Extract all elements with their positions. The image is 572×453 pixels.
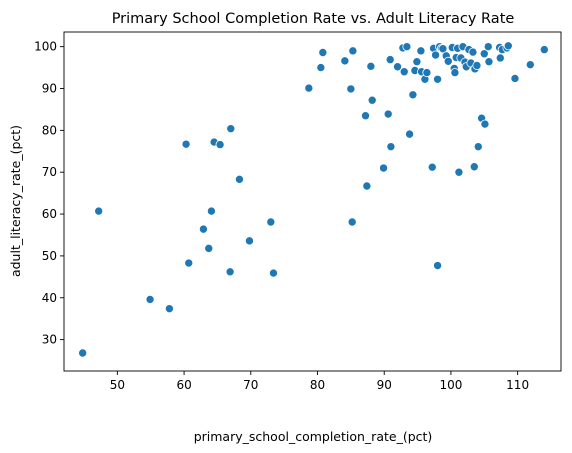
data-point [386, 142, 396, 152]
y-tick-label: 50 [42, 249, 57, 263]
data-point [198, 224, 208, 234]
data-point [383, 109, 393, 119]
x-axis-label: primary_school_completion_rate_(pct) [194, 429, 433, 444]
y-tick-label: 60 [42, 207, 57, 221]
data-point [94, 206, 104, 216]
data-point [473, 142, 483, 152]
data-point [399, 67, 409, 77]
x-tick-label: 90 [377, 378, 392, 392]
data-point [78, 348, 88, 358]
data-point [164, 304, 174, 314]
data-point [443, 56, 453, 66]
data-point [539, 45, 549, 55]
x-tick-label: 50 [110, 378, 125, 392]
data-point [416, 46, 426, 56]
data-point [266, 217, 276, 227]
data-point [348, 46, 358, 56]
data-point [472, 60, 482, 70]
data-point [483, 42, 493, 52]
data-point [367, 95, 377, 105]
plot-area [78, 41, 549, 358]
data-point [145, 294, 155, 304]
x-tick-label: 110 [506, 378, 529, 392]
x-tick-label: 80 [310, 378, 325, 392]
data-point [450, 68, 460, 78]
data-point [468, 47, 478, 57]
data-point [408, 90, 418, 100]
y-axis-label: adult_literacy_rate_(pct) [8, 125, 23, 277]
data-point [385, 55, 395, 65]
data-point [181, 139, 191, 149]
data-point [427, 162, 437, 172]
data-point [495, 53, 505, 63]
y-tick-label: 80 [42, 123, 57, 137]
y-tick-label: 70 [42, 165, 57, 179]
data-point [361, 111, 371, 121]
data-point [379, 163, 389, 173]
data-point [412, 57, 422, 67]
x-axis: 50 60 70 80 90 100 110 [110, 371, 529, 392]
data-point [433, 74, 443, 84]
data-point [316, 63, 326, 73]
data-point [469, 162, 479, 172]
data-point [366, 61, 376, 71]
y-axis: 30 40 50 60 70 80 90 100 [34, 40, 64, 347]
data-point [226, 124, 236, 134]
data-point [340, 56, 350, 66]
data-point [225, 267, 235, 277]
x-tick-label: 70 [243, 378, 258, 392]
data-point [480, 119, 490, 129]
data-point [184, 258, 194, 268]
data-point [422, 68, 432, 78]
data-point [346, 84, 356, 94]
data-point [479, 49, 489, 59]
x-tick-label: 100 [439, 378, 462, 392]
chart-title: Primary School Completion Rate vs. Adult… [112, 11, 515, 27]
data-point [215, 140, 225, 150]
data-point [304, 83, 314, 93]
data-point [454, 167, 464, 177]
data-point [206, 206, 216, 216]
data-point [204, 243, 214, 253]
data-point [393, 62, 403, 72]
data-point [362, 181, 372, 191]
y-tick-label: 90 [42, 82, 57, 96]
y-tick-label: 30 [42, 333, 57, 347]
data-point [268, 268, 278, 278]
data-point [503, 41, 513, 51]
data-point [438, 44, 448, 54]
data-point [244, 236, 254, 246]
data-point [431, 50, 441, 60]
data-point [405, 129, 415, 139]
y-tick-label: 40 [42, 291, 57, 305]
data-point [347, 217, 357, 227]
data-point [402, 42, 412, 52]
data-point [525, 60, 535, 70]
data-point [318, 48, 328, 58]
data-point [510, 73, 520, 83]
axes-frame [63, 31, 562, 372]
data-point [234, 174, 244, 184]
data-point [433, 261, 443, 271]
data-point [484, 57, 494, 67]
y-tick-label: 100 [34, 40, 57, 54]
x-tick-label: 60 [176, 378, 191, 392]
